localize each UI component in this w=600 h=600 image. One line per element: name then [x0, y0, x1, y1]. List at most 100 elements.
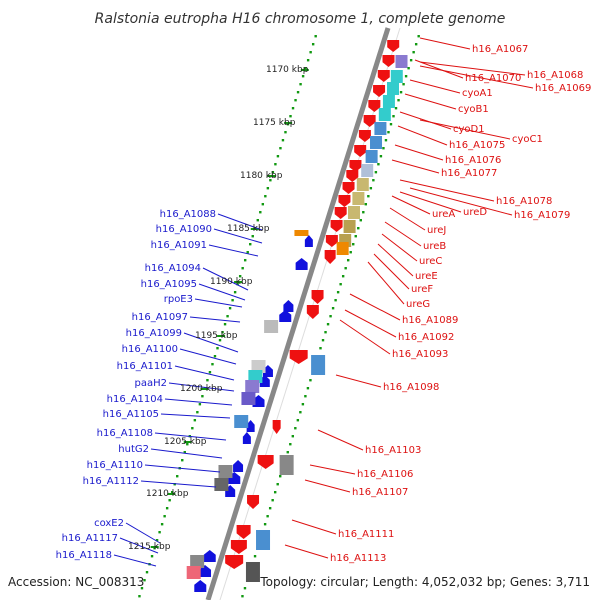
gene-label[interactable]: h16_A1094 — [145, 263, 201, 274]
forward-gene — [382, 55, 395, 67]
gene-label[interactable]: coxE2 — [94, 518, 124, 529]
forward-gene — [324, 250, 336, 264]
gene-label[interactable]: ureB — [423, 241, 446, 252]
reverse-gene — [252, 395, 265, 407]
gene-label[interactable]: h16_A1095 — [141, 279, 197, 290]
inner-tick-dot — [364, 203, 368, 206]
gene-label[interactable]: h16_A1097 — [132, 312, 188, 323]
inner-tick-dot — [253, 555, 257, 558]
leader-line — [179, 348, 237, 365]
leader-line — [344, 309, 397, 338]
inner-tick-dot — [352, 243, 355, 246]
gene-label[interactable]: h16_A1106 — [357, 469, 413, 480]
leader-line — [419, 37, 471, 50]
leader-line — [394, 144, 444, 161]
inner-tick-dot — [294, 427, 297, 430]
gene-label[interactable]: h16_A1100 — [122, 344, 178, 355]
gene-label[interactable]: ureD — [463, 207, 487, 218]
gene-label[interactable]: h16_A1070 — [465, 73, 521, 84]
leader-line — [381, 233, 418, 262]
outer-tick-dot — [218, 339, 222, 342]
gene-label[interactable]: rpoE3 — [164, 294, 193, 305]
outer-tick-dot — [264, 195, 267, 198]
gene-label[interactable]: ureF — [411, 284, 433, 295]
inner-tick-dot — [321, 339, 325, 342]
gene-label[interactable]: h16_A1099 — [126, 328, 182, 339]
outer-tick-dot — [231, 299, 234, 302]
gene-label[interactable]: h16_A1103 — [365, 445, 421, 456]
outer-tick-dot — [196, 411, 199, 414]
gene-label[interactable]: h16_A1067 — [472, 44, 528, 55]
feature-block — [382, 95, 395, 108]
gene-label[interactable]: paaH2 — [135, 378, 168, 389]
gene-label[interactable]: h16_A1078 — [496, 196, 552, 207]
inner-tick-dot — [326, 323, 330, 326]
gene-label[interactable]: h16_A1089 — [402, 315, 458, 326]
gene-label[interactable]: ureE — [415, 271, 438, 282]
gene-label[interactable]: h16_A1098 — [383, 382, 439, 393]
gene-label[interactable]: h16_A1111 — [338, 529, 394, 540]
gene-label[interactable]: hutG2 — [118, 444, 149, 455]
topology-summary: Topology: circular; Length: 4,052,032 bp… — [259, 575, 590, 589]
outer-tick-dot — [208, 371, 212, 374]
gene-label[interactable]: ureA — [432, 209, 455, 220]
gene-label[interactable]: ureJ — [427, 225, 446, 236]
inner-tick-dot — [357, 227, 360, 230]
leader-line — [189, 316, 241, 323]
outer-tick-dot — [314, 35, 317, 38]
reverse-gene — [246, 420, 255, 432]
leader-line — [198, 283, 246, 301]
leader-line — [119, 537, 159, 554]
gene-label[interactable]: h16_A1105 — [103, 409, 159, 420]
feature-block — [370, 136, 383, 149]
gene-label[interactable]: h16_A1117 — [62, 533, 118, 544]
outer-tick-dot — [281, 139, 285, 142]
inner-tick-dot — [289, 443, 292, 446]
leader-line — [154, 432, 227, 441]
gene-label[interactable]: cyoB1 — [458, 104, 489, 115]
gene-label[interactable]: h16_A1069 — [535, 83, 591, 94]
feature-block — [336, 242, 349, 255]
gene-label[interactable]: h16_A1110 — [87, 460, 143, 471]
gene-label[interactable]: h16_A1092 — [398, 332, 454, 343]
gene-label[interactable]: h16_A1068 — [527, 70, 583, 81]
gene-label[interactable]: h16_A1090 — [156, 224, 212, 235]
forward-gene — [230, 540, 247, 554]
gene-label[interactable]: h16_A1101 — [117, 361, 173, 372]
feature-block — [361, 164, 374, 177]
outer-tick-dot — [243, 259, 247, 262]
reverse-gene — [242, 432, 251, 444]
forward-gene — [338, 195, 351, 207]
leader-line — [202, 267, 249, 291]
gene-label[interactable]: cyoC1 — [512, 134, 543, 145]
leader-line — [304, 479, 351, 493]
inner-tick-dot — [286, 451, 289, 454]
gene-label[interactable]: h16_A1076 — [445, 155, 501, 166]
leader-line — [391, 159, 440, 174]
gene-label[interactable]: h16_A1079 — [514, 210, 570, 221]
gene-label[interactable]: h16_A1077 — [441, 168, 497, 179]
gene-label[interactable]: h16_A1093 — [392, 349, 448, 360]
gene-label[interactable]: h16_A1104 — [107, 394, 163, 405]
forward-gene — [358, 130, 371, 142]
gene-label[interactable]: ureG — [406, 299, 430, 310]
backbone — [205, 27, 401, 600]
outer-tick-dot — [201, 395, 204, 398]
gene-label[interactable]: h16_A1113 — [330, 553, 386, 564]
gene-label[interactable]: h16_A1088 — [160, 209, 216, 220]
feature-block — [352, 192, 365, 205]
gene-label[interactable]: h16_A1091 — [151, 240, 207, 251]
outer-tick-dot — [163, 515, 166, 518]
gene-label[interactable]: h16_A1107 — [352, 487, 408, 498]
gene-label[interactable]: cyoD1 — [453, 124, 485, 135]
gene-label[interactable]: ureC — [419, 256, 442, 267]
inner-tick-dot — [387, 131, 390, 134]
gene-label[interactable]: h16_A1112 — [83, 476, 139, 487]
gene-label[interactable]: h16_A1075 — [449, 140, 505, 151]
feature-block — [234, 415, 249, 428]
leader-line — [194, 298, 243, 308]
gene-label[interactable]: h16_A1108 — [97, 428, 153, 439]
gene-label[interactable]: h16_A1118 — [56, 550, 112, 561]
gene-label[interactable]: cyoA1 — [462, 88, 493, 99]
